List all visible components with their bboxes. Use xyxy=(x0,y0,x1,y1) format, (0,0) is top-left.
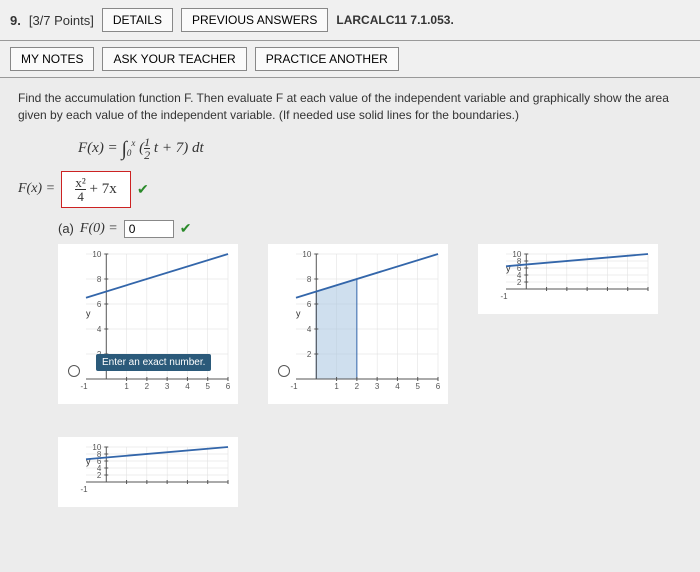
part-a-fn: F(0) = xyxy=(80,221,118,237)
svg-text:-1: -1 xyxy=(290,382,298,391)
svg-text:y: y xyxy=(296,308,301,318)
svg-text:5: 5 xyxy=(415,382,420,391)
practice-another-button[interactable]: PRACTICE ANOTHER xyxy=(255,47,399,71)
svg-text:-1: -1 xyxy=(80,382,88,391)
radio-icon[interactable] xyxy=(278,365,290,377)
svg-text:4: 4 xyxy=(185,382,190,391)
svg-text:2: 2 xyxy=(355,382,360,391)
details-button[interactable]: DETAILS xyxy=(102,8,173,32)
svg-text:10: 10 xyxy=(92,250,101,259)
action-row: MY NOTES ASK YOUR TEACHER PRACTICE ANOTH… xyxy=(0,41,700,78)
svg-text:2: 2 xyxy=(145,382,150,391)
svg-text:2: 2 xyxy=(307,350,312,359)
part-a-row: (a) F(0) = ✔ xyxy=(58,220,682,238)
svg-text:10: 10 xyxy=(302,250,311,259)
svg-text:1: 1 xyxy=(124,382,129,391)
my-notes-button[interactable]: MY NOTES xyxy=(10,47,94,71)
points-label: [3/7 Points] xyxy=(29,13,94,28)
svg-text:8: 8 xyxy=(307,275,312,284)
svg-text:y: y xyxy=(86,308,91,318)
svg-text:3: 3 xyxy=(165,382,170,391)
svg-text:-1: -1 xyxy=(500,292,508,301)
graph-option-1[interactable]: 123456246810y-1 Enter an exact number. xyxy=(58,244,238,407)
previous-answers-button[interactable]: PREVIOUS ANSWERS xyxy=(181,8,328,32)
svg-text:6: 6 xyxy=(226,382,231,391)
svg-text:4: 4 xyxy=(97,325,102,334)
svg-text:4: 4 xyxy=(307,325,312,334)
radio-icon[interactable] xyxy=(68,365,80,377)
fx-answer-row: F(x) = x²4 + 7x ✔ xyxy=(18,171,682,208)
part-a-input[interactable] xyxy=(124,220,174,238)
tooltip: Enter an exact number. xyxy=(96,354,211,371)
fx-answer-box[interactable]: x²4 + 7x xyxy=(61,171,131,208)
svg-text:6: 6 xyxy=(97,300,102,309)
ask-teacher-button[interactable]: ASK YOUR TEACHER xyxy=(102,47,246,71)
check-icon: ✔ xyxy=(137,181,149,198)
question-number: 9. xyxy=(10,13,21,28)
graphs-grid: 123456246810y-1 Enter an exact number. 1… xyxy=(58,244,682,510)
svg-text:6: 6 xyxy=(436,382,441,391)
problem-text: Find the accumulation function F. Then e… xyxy=(18,90,682,125)
svg-text:10: 10 xyxy=(92,443,101,452)
part-a-label: (a) xyxy=(58,221,74,236)
svg-text:5: 5 xyxy=(205,382,210,391)
svg-text:8: 8 xyxy=(97,275,102,284)
formula-display: F(x) = ∫0x (12 t + 7) dt xyxy=(78,135,682,161)
svg-text:10: 10 xyxy=(512,250,521,259)
svg-text:6: 6 xyxy=(307,300,312,309)
svg-text:-1: -1 xyxy=(80,485,88,494)
graph-option-3[interactable]: 246810y-1 xyxy=(478,244,658,407)
svg-text:1: 1 xyxy=(334,382,339,391)
graph-option-4[interactable]: 246810y-1 xyxy=(58,437,238,510)
svg-text:4: 4 xyxy=(395,382,400,391)
question-header: 9. [3/7 Points] DETAILS PREVIOUS ANSWERS… xyxy=(0,0,700,41)
check-icon: ✔ xyxy=(180,220,192,237)
reference-label: LARCALC11 7.1.053. xyxy=(336,13,453,27)
content-area: Find the accumulation function F. Then e… xyxy=(0,78,700,572)
graph-option-2[interactable]: 1 2 3 4 5 6 2 4 6 8 10 y -1 xyxy=(268,244,448,407)
svg-text:3: 3 xyxy=(375,382,380,391)
fx-label: F(x) = xyxy=(18,181,55,197)
